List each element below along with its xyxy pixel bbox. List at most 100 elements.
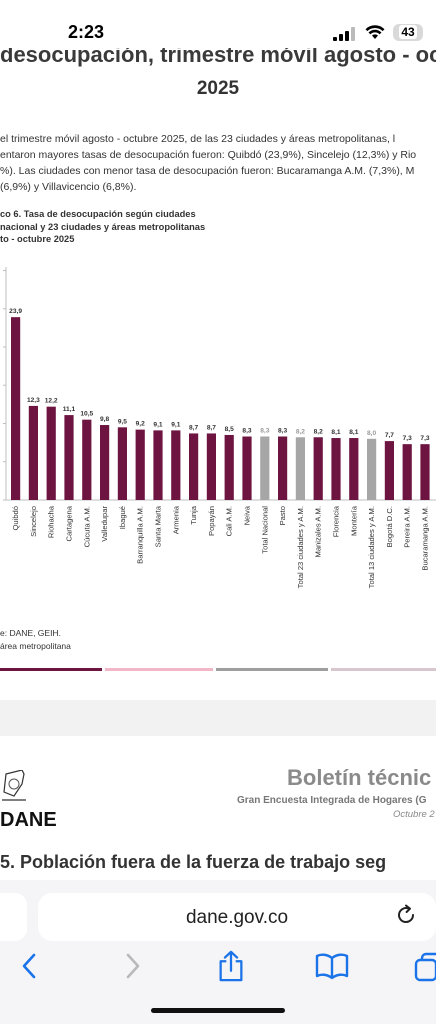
x-tick-label: Total 13 ciudades y A.M. bbox=[367, 506, 376, 588]
bar-value-label: 9,5 bbox=[118, 418, 127, 425]
section-5-heading: 5. Población fuera de la fuerza de traba… bbox=[0, 852, 387, 872]
bar bbox=[46, 406, 56, 500]
bar-value-label: 10,5 bbox=[80, 411, 93, 418]
x-tick-label: Total Nacional bbox=[260, 506, 269, 554]
bar-value-label: 8,7 bbox=[189, 424, 198, 431]
bulletin-subtitle: Gran Encuesta Integrada de Hogares (G bbox=[237, 795, 427, 806]
bar bbox=[367, 438, 377, 500]
footnote-source: e: DANE, GEIH. bbox=[0, 628, 61, 638]
x-tick-label: Bogotá D.C. bbox=[385, 506, 394, 547]
bookmarks-icon[interactable] bbox=[315, 950, 349, 982]
tabs-icon[interactable] bbox=[414, 950, 436, 982]
figure-title-line: co 6. Tasa de desocupación según ciudade… bbox=[0, 209, 196, 219]
x-tick-label: Manizales A.M. bbox=[314, 506, 323, 558]
x-tick-label: Cúcuta A.M. bbox=[82, 506, 91, 547]
bar bbox=[189, 433, 199, 500]
bulletin-title: Boletín técnic bbox=[287, 765, 432, 790]
bar-value-label: 8,5 bbox=[225, 426, 234, 433]
bar-value-label: 8,3 bbox=[278, 428, 287, 435]
bar bbox=[135, 429, 145, 500]
wifi-icon bbox=[365, 25, 385, 39]
figure-title-line: to - octubre 2025 bbox=[0, 234, 75, 244]
bar bbox=[224, 434, 234, 500]
reload-icon[interactable] bbox=[394, 903, 418, 927]
bar-chart: 23,9 Quibdó 12,3 Sincelejo 12,2 Riohacha 11,1 C… bbox=[0, 262, 436, 602]
battery-indicator: 43 bbox=[393, 24, 423, 41]
bar-value-label: 8,1 bbox=[331, 429, 340, 436]
bar-value-label: 7,7 bbox=[385, 432, 394, 439]
bar bbox=[349, 438, 359, 500]
x-tick-label: Florencia bbox=[332, 505, 341, 537]
bar bbox=[82, 419, 92, 500]
strip-segment bbox=[102, 668, 105, 671]
x-tick-label: Sincelejo bbox=[29, 506, 38, 537]
x-tick-label: Riohacha bbox=[47, 505, 56, 538]
x-tick-label: Armenia bbox=[171, 505, 180, 534]
color-strip bbox=[0, 668, 436, 671]
address-bar[interactable]: dane.gov.co bbox=[38, 893, 436, 941]
section-heading-cut: desocupación, trimestre móvil agosto - o… bbox=[0, 48, 436, 76]
figure-title: co 6. Tasa de desocupación según ciudade… bbox=[0, 208, 205, 246]
battery-level: 43 bbox=[399, 25, 417, 39]
body-paragraph: el trimestre móvil agosto - octubre 2025… bbox=[0, 131, 436, 195]
bar bbox=[64, 415, 74, 500]
strip-segment bbox=[216, 668, 328, 671]
x-tick-label: Quibdó bbox=[11, 506, 20, 531]
bar bbox=[242, 436, 252, 500]
dane-logo-text: DANE bbox=[0, 809, 57, 831]
bar bbox=[260, 436, 270, 500]
bar-value-label: 8,2 bbox=[314, 428, 323, 435]
coat-of-arms-icon bbox=[2, 770, 26, 801]
page-gap bbox=[0, 700, 436, 736]
figure-title-line: nacional y 23 ciudades y áreas metropoli… bbox=[0, 221, 206, 232]
bar bbox=[100, 425, 110, 500]
bar bbox=[28, 405, 38, 500]
bar bbox=[153, 430, 163, 500]
back-icon[interactable] bbox=[18, 950, 40, 982]
cellular-signal-icon bbox=[333, 27, 355, 41]
share-icon[interactable] bbox=[216, 950, 246, 982]
strip-segment bbox=[105, 668, 213, 671]
x-tick-label: Valledupar bbox=[100, 506, 109, 542]
x-tick-label: Tunja bbox=[189, 505, 198, 524]
bar-value-label: 7,3 bbox=[420, 435, 429, 442]
footnote-note: área metropolitana bbox=[0, 641, 71, 651]
url-text[interactable]: dane.gov.co bbox=[185, 907, 289, 928]
x-tick-label: Neiva bbox=[243, 505, 252, 525]
bar-value-label: 12,2 bbox=[45, 398, 58, 405]
x-tick-label: Popayán bbox=[207, 506, 216, 536]
x-tick-label: Barranquilla A.M. bbox=[136, 506, 145, 564]
bar-value-label: 8,7 bbox=[207, 424, 216, 431]
x-tick-label: Cali A.M. bbox=[225, 506, 234, 536]
next-page-header bbox=[0, 736, 436, 836]
previous-tab-stub[interactable] bbox=[0, 893, 27, 941]
bar-value-label: 8,0 bbox=[367, 430, 376, 437]
strip-segment bbox=[0, 668, 102, 671]
x-tick-label: Bucaramanga A.M. bbox=[421, 506, 430, 571]
bar-value-label: 12,3 bbox=[27, 397, 40, 404]
figure-footnote: e: DANE, GEIH. área metropolitana bbox=[0, 627, 71, 653]
bar bbox=[384, 441, 394, 500]
x-tick-label: Ibagué bbox=[118, 506, 127, 529]
x-tick-label: Montería bbox=[349, 505, 358, 536]
bar-value-label: 8,3 bbox=[260, 428, 269, 435]
bar-value-label: 9,1 bbox=[153, 421, 162, 428]
forward-icon[interactable] bbox=[122, 950, 144, 982]
paragraph-line: entaron mayores tasas de desocupación fu… bbox=[0, 149, 417, 161]
x-tick-label: Total 23 ciudades y A.M. bbox=[296, 506, 305, 588]
section-heading-year: 2025 bbox=[196, 78, 240, 99]
x-tick-label: Pasto bbox=[278, 506, 287, 525]
bar-value-label: 9,1 bbox=[171, 421, 180, 428]
bar bbox=[313, 437, 323, 500]
bar bbox=[402, 444, 412, 500]
bulletin-date: Octubre 2 bbox=[393, 809, 435, 820]
bar-value-label: 8,2 bbox=[296, 428, 305, 435]
bar-value-label: 23,9 bbox=[9, 308, 22, 315]
section-heading-text: desocupación, trimestre móvil agosto - o… bbox=[0, 48, 436, 67]
x-tick-label: Santa Marta bbox=[154, 505, 163, 547]
clock: 2:23 bbox=[68, 22, 105, 42]
bar-value-label: 11,1 bbox=[63, 406, 76, 413]
bar-value-label: 9,2 bbox=[136, 421, 145, 428]
status-bar: 2:23 43 bbox=[0, 0, 436, 62]
bar-value-label: 7,3 bbox=[403, 435, 412, 442]
